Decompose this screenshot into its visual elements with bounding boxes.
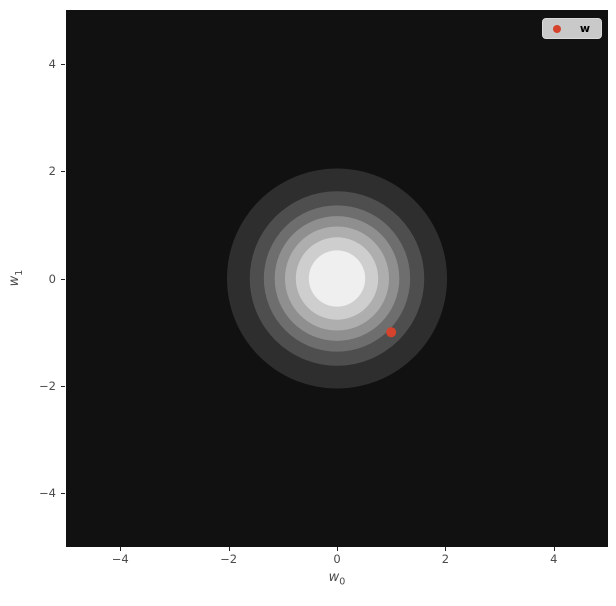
x-axis-label: w0 xyxy=(329,570,346,588)
x-tick-label: −2 xyxy=(220,552,238,566)
x-tick-label: 0 xyxy=(333,552,341,566)
y-tick-mark xyxy=(61,171,65,173)
y-tick-label: 4 xyxy=(48,56,56,71)
x-tick-label: −4 xyxy=(111,552,129,566)
y-tick-label: 2 xyxy=(48,164,56,179)
x-tick-mark xyxy=(553,547,555,551)
y-tick-mark xyxy=(61,493,65,495)
contour-band-7 xyxy=(308,250,366,307)
y-axis-label-base: w xyxy=(7,275,23,287)
legend-label: w xyxy=(579,22,590,35)
y-axis-label: w1 xyxy=(7,270,25,287)
legend: w xyxy=(542,18,602,39)
plot-area: w xyxy=(66,10,608,547)
y-axis-label-subscript: 1 xyxy=(13,269,25,276)
x-tick-mark xyxy=(445,547,447,551)
y-tick-mark xyxy=(61,385,65,387)
y-tick-label: −4 xyxy=(39,486,56,501)
contour-plot xyxy=(66,10,608,547)
legend-marker-icon xyxy=(553,24,561,33)
x-axis-label-base: w xyxy=(328,570,340,585)
y-tick-label: −2 xyxy=(39,378,56,393)
y-tick-mark xyxy=(61,278,65,280)
x-tick-mark xyxy=(120,547,122,551)
x-tick-label: 2 xyxy=(441,552,450,566)
x-tick-label: 4 xyxy=(550,552,558,566)
x-axis-label-subscript: 0 xyxy=(339,576,346,588)
y-tick-label: 0 xyxy=(48,271,56,286)
y-tick-mark xyxy=(61,63,65,65)
x-tick-mark xyxy=(228,547,230,551)
x-tick-mark xyxy=(337,547,338,551)
data-point-w xyxy=(386,327,397,338)
